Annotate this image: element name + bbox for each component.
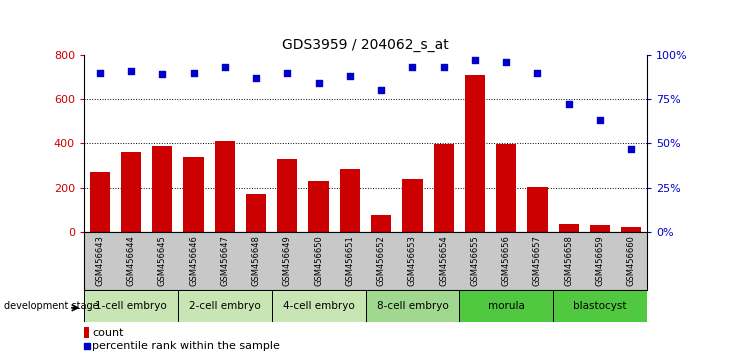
Text: GSM456647: GSM456647	[220, 235, 230, 286]
Bar	[178, 290, 272, 322]
Text: 2-cell embryo: 2-cell embryo	[189, 301, 261, 311]
Point	[94, 70, 105, 75]
Text: GSM456658: GSM456658	[564, 235, 573, 286]
Point	[156, 72, 168, 77]
Bar	[558, 224, 579, 232]
Text: GSM456650: GSM456650	[314, 235, 323, 286]
Point	[125, 68, 137, 74]
Text: count: count	[92, 327, 124, 338]
Bar	[527, 187, 548, 232]
Point	[594, 118, 606, 123]
Bar	[366, 290, 459, 322]
Point	[313, 80, 325, 86]
Text: 4-cell embryo: 4-cell embryo	[283, 301, 355, 311]
Bar	[402, 179, 423, 232]
Text: GSM456653: GSM456653	[408, 235, 417, 286]
Bar	[553, 290, 647, 322]
Point	[344, 73, 356, 79]
Point	[469, 57, 481, 63]
Point	[250, 75, 262, 81]
Bar	[371, 215, 391, 232]
Text: GSM456657: GSM456657	[533, 235, 542, 286]
Text: GSM456645: GSM456645	[158, 235, 167, 286]
Text: GSM456655: GSM456655	[471, 235, 480, 286]
Text: GSM456659: GSM456659	[596, 235, 605, 286]
Point	[375, 87, 387, 93]
Title: GDS3959 / 204062_s_at: GDS3959 / 204062_s_at	[282, 39, 449, 52]
Bar	[89, 172, 110, 232]
Text: GSM456649: GSM456649	[283, 235, 292, 286]
Bar	[590, 225, 610, 232]
Bar	[340, 169, 360, 232]
Bar	[246, 194, 266, 232]
Point	[406, 64, 418, 70]
Bar	[433, 144, 454, 232]
Point	[188, 70, 200, 75]
Bar	[121, 152, 141, 232]
Point	[438, 64, 450, 70]
Text: GSM456646: GSM456646	[189, 235, 198, 286]
Bar	[496, 144, 516, 232]
Bar	[183, 156, 204, 232]
Text: blastocyst: blastocyst	[573, 301, 626, 311]
Point	[219, 64, 231, 70]
Point	[281, 70, 293, 75]
Bar	[272, 290, 366, 322]
Text: percentile rank within the sample: percentile rank within the sample	[92, 341, 280, 350]
Bar	[215, 141, 235, 232]
Bar	[465, 75, 485, 232]
Bar	[308, 181, 329, 232]
Text: GSM456648: GSM456648	[251, 235, 260, 286]
Text: GSM456643: GSM456643	[95, 235, 105, 286]
Bar	[459, 290, 553, 322]
Text: GSM456651: GSM456651	[345, 235, 355, 286]
Point	[81, 343, 93, 348]
Text: morula: morula	[488, 301, 525, 311]
Bar	[84, 290, 178, 322]
Text: GSM456652: GSM456652	[376, 235, 386, 286]
Bar	[621, 228, 642, 232]
Point	[531, 70, 543, 75]
Text: GSM456660: GSM456660	[626, 235, 636, 286]
Text: GSM456656: GSM456656	[501, 235, 511, 286]
Point	[501, 59, 512, 65]
Text: GSM456654: GSM456654	[439, 235, 448, 286]
Point	[626, 146, 637, 152]
Point	[563, 102, 575, 107]
Bar	[277, 159, 298, 232]
Bar	[84, 327, 89, 338]
Text: GSM456644: GSM456644	[126, 235, 135, 286]
Text: 1-cell embryo: 1-cell embryo	[95, 301, 167, 311]
Text: 8-cell embryo: 8-cell embryo	[376, 301, 448, 311]
Bar	[152, 145, 173, 232]
Text: development stage: development stage	[4, 301, 98, 311]
